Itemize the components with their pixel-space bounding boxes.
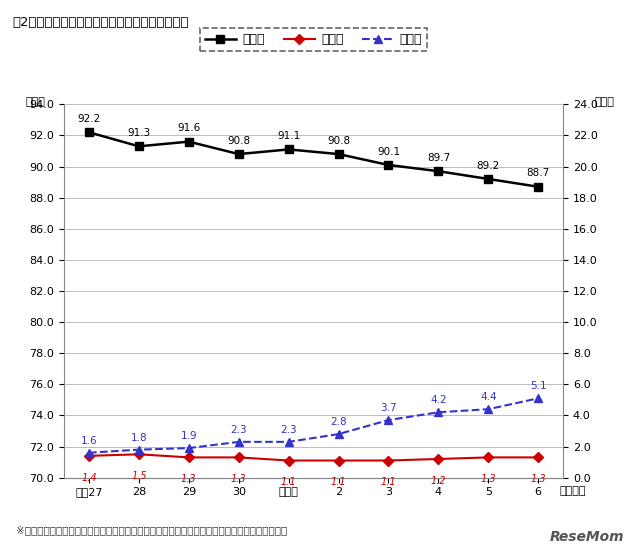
Text: 4.2: 4.2 [430, 395, 447, 405]
Text: 5.1: 5.1 [530, 382, 547, 391]
全日制 [534, 183, 542, 190]
Text: 2.3: 2.3 [230, 425, 247, 435]
全日制 [285, 146, 292, 153]
通信制 [385, 417, 392, 423]
Text: 1.1: 1.1 [281, 477, 296, 487]
Text: 1.5: 1.5 [131, 471, 147, 481]
Text: 1.3: 1.3 [231, 474, 246, 484]
全日制 [185, 138, 193, 145]
通信制 [135, 446, 143, 453]
全日制 [85, 129, 93, 136]
全日制 [385, 162, 392, 169]
Text: 89.2: 89.2 [477, 161, 500, 171]
Text: 90.1: 90.1 [377, 147, 400, 156]
通信制 [235, 439, 243, 445]
Text: 1.9: 1.9 [180, 431, 197, 441]
定時制 [484, 454, 492, 461]
Text: 1.1: 1.1 [381, 477, 396, 487]
Line: 通信制: 通信制 [84, 394, 543, 457]
Text: 1.2: 1.2 [431, 475, 446, 486]
Text: 1.1: 1.1 [331, 477, 346, 487]
Text: 88.7: 88.7 [527, 169, 550, 178]
Text: 1.4: 1.4 [81, 473, 97, 483]
Text: ※全日制の推移は図左の軸目盛を、定時制・通信制の推移は図右の軸目盛を参照してください。: ※全日制の推移は図左の軸目盛を、定時制・通信制の推移は図右の軸目盛を参照してくだ… [16, 525, 287, 535]
定時制 [135, 451, 143, 458]
Text: 2.8: 2.8 [330, 417, 347, 427]
通信制 [285, 439, 292, 445]
定時制 [185, 454, 193, 461]
通信制 [185, 445, 193, 451]
通信制 [534, 395, 542, 402]
定時制 [385, 457, 392, 464]
Text: （年度）: （年度） [559, 486, 586, 496]
Text: 1.3: 1.3 [531, 474, 546, 484]
Text: 91.3: 91.3 [127, 128, 150, 138]
Text: 1.3: 1.3 [181, 474, 196, 484]
全日制 [435, 168, 442, 175]
Line: 定時制: 定時制 [86, 451, 541, 464]
定時制 [335, 457, 342, 464]
全日制 [484, 176, 492, 182]
通信制 [85, 450, 93, 456]
Text: 2.3: 2.3 [280, 425, 297, 435]
Text: 3.7: 3.7 [380, 403, 397, 413]
Text: 図2　高等学校本科　課程別進学希望状況の推移: 図2 高等学校本科 課程別進学希望状況の推移 [13, 16, 189, 30]
全日制 [235, 151, 243, 158]
Text: 91.6: 91.6 [177, 124, 200, 133]
定時制 [435, 456, 442, 462]
通信制 [335, 431, 342, 438]
全日制 [335, 151, 342, 158]
Text: （％）: （％） [25, 97, 45, 107]
定時制 [85, 452, 93, 459]
通信制 [435, 409, 442, 416]
Text: （％）: （％） [595, 97, 615, 107]
全日制 [135, 143, 143, 149]
Text: 90.8: 90.8 [227, 136, 250, 145]
Text: 1.6: 1.6 [81, 436, 97, 446]
Text: 89.7: 89.7 [427, 153, 450, 163]
通信制 [484, 406, 492, 412]
Text: 4.4: 4.4 [480, 392, 497, 402]
Text: 1.8: 1.8 [131, 433, 147, 442]
Text: 90.8: 90.8 [327, 136, 350, 145]
定時制 [235, 454, 243, 461]
Text: ReseMom: ReseMom [549, 529, 624, 544]
Text: 92.2: 92.2 [77, 114, 100, 124]
定時制 [285, 457, 292, 464]
Legend: 全日制, 定時制, 通信制: 全日制, 定時制, 通信制 [200, 29, 428, 52]
定時制 [534, 454, 542, 461]
Line: 全日制: 全日制 [84, 128, 543, 191]
Text: 91.1: 91.1 [277, 131, 300, 141]
Text: 1.3: 1.3 [481, 474, 496, 484]
